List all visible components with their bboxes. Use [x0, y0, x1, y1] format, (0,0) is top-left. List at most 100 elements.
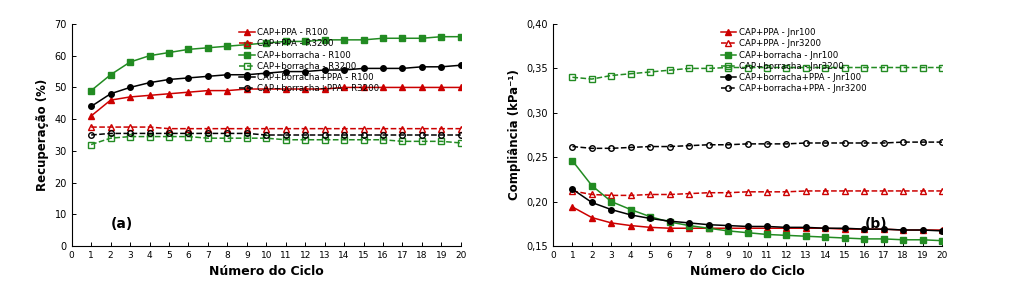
CAP+borracha+PPA - R3200 [435, 133, 447, 137]
CAP+borracha+PPA - Jnr3200 [702, 143, 715, 147]
CAP+borracha - R100 [455, 35, 467, 38]
CAP+PPA - Jnr100 [800, 226, 812, 230]
CAP+PPA - R3200 [357, 127, 370, 130]
CAP+borracha - R3200 [377, 138, 389, 142]
CAP+borracha - R100 [143, 54, 156, 58]
CAP+borracha - R100 [163, 51, 175, 54]
CAP+PPA - R100 [202, 89, 214, 92]
CAP+PPA - Jnr3200 [761, 190, 773, 194]
CAP+borracha+PPA - Jnr3200 [916, 140, 929, 144]
CAP+borracha+PPA - Jnr3200 [761, 142, 773, 146]
CAP+PPA - R3200 [143, 125, 156, 129]
CAP+borracha - Jnr3200 [936, 66, 948, 69]
CAP+borracha+PPA - Jnr3200 [897, 140, 909, 144]
CAP+borracha - R100 [377, 37, 389, 40]
CAP+borracha - Jnr3200 [839, 66, 851, 69]
CAP+borracha - R3200 [338, 138, 350, 142]
Line: CAP+borracha - R100: CAP+borracha - R100 [88, 34, 464, 93]
CAP+PPA - Jnr100 [780, 226, 793, 230]
CAP+borracha - R3200 [202, 136, 214, 140]
CAP+borracha+PPA - R100 [377, 67, 389, 70]
CAP+borracha+PPA - Jnr3200 [625, 146, 637, 149]
Line: CAP+borracha+PPA - R3200: CAP+borracha+PPA - R3200 [88, 130, 464, 138]
CAP+borracha - Jnr3200 [605, 74, 617, 77]
CAP+borracha - R100 [104, 73, 117, 76]
CAP+borracha+PPA - Jnr100 [839, 226, 851, 230]
CAP+borracha - Jnr3200 [819, 66, 831, 69]
Legend: CAP+PPA - Jnr100, CAP+PPA - Jnr3200, CAP+borracha - Jnr100, CAP+borracha - Jnr32: CAP+PPA - Jnr100, CAP+PPA - Jnr3200, CAP… [721, 28, 866, 93]
CAP+borracha+PPA - Jnr100 [761, 225, 773, 228]
CAP+borracha+PPA - R100 [260, 71, 272, 75]
CAP+borracha - R100 [357, 38, 370, 42]
CAP+PPA - Jnr3200 [878, 189, 890, 193]
CAP+borracha+PPA - R3200 [85, 133, 97, 137]
CAP+PPA - R3200 [396, 127, 409, 130]
CAP+PPA - R100 [435, 85, 447, 89]
Line: CAP+borracha+PPA - R100: CAP+borracha+PPA - R100 [88, 62, 464, 109]
Line: CAP+borracha - Jnr100: CAP+borracha - Jnr100 [569, 158, 945, 243]
CAP+borracha+PPA - R3200 [396, 133, 409, 137]
CAP+borracha - R100 [416, 37, 428, 40]
CAP+borracha - R3200 [280, 138, 292, 142]
CAP+borracha+PPA - Jnr3200 [741, 142, 754, 146]
CAP+borracha+PPA - Jnr100 [566, 188, 579, 191]
CAP+borracha - Jnr100 [936, 239, 948, 242]
CAP+PPA - Jnr100 [878, 227, 890, 231]
CAP+PPA - Jnr3200 [586, 193, 598, 196]
CAP+borracha+PPA - R3200 [241, 132, 253, 135]
CAP+borracha - Jnr100 [566, 159, 579, 163]
CAP+borracha+PPA - R100 [455, 63, 467, 67]
CAP+PPA - Jnr100 [566, 205, 579, 209]
CAP+borracha - Jnr100 [644, 215, 656, 218]
CAP+borracha - R3200 [260, 136, 272, 140]
CAP+borracha+PPA - R100 [318, 68, 331, 72]
CAP+borracha - R100 [280, 40, 292, 43]
CAP+borracha - Jnr100 [839, 236, 851, 240]
CAP+PPA - R100 [416, 85, 428, 89]
CAP+borracha+PPA - Jnr3200 [605, 146, 617, 150]
CAP+borracha+PPA - R3200 [260, 133, 272, 137]
CAP+borracha - Jnr100 [916, 238, 929, 242]
CAP+PPA - Jnr3200 [897, 189, 909, 193]
CAP+PPA - R100 [85, 114, 97, 118]
CAP+PPA - Jnr100 [722, 226, 734, 230]
CAP+PPA - R100 [260, 87, 272, 91]
CAP+PPA - R3200 [163, 127, 175, 130]
CAP+borracha+PPA - Jnr100 [800, 226, 812, 229]
CAP+borracha - Jnr3200 [722, 66, 734, 69]
CAP+PPA - Jnr100 [605, 221, 617, 225]
CAP+borracha - R100 [202, 46, 214, 50]
CAP+borracha+PPA - R100 [143, 81, 156, 85]
CAP+borracha+PPA - R3200 [280, 133, 292, 137]
CAP+borracha+PPA - Jnr100 [586, 201, 598, 204]
CAP+borracha - Jnr3200 [702, 67, 715, 70]
CAP+PPA - R100 [280, 87, 292, 91]
CAP+borracha+PPA - R3200 [124, 132, 136, 135]
CAP+PPA - R3200 [241, 127, 253, 130]
CAP+borracha - R3200 [241, 136, 253, 140]
CAP+PPA - R100 [377, 85, 389, 89]
CAP+PPA - R3200 [299, 127, 311, 130]
CAP+borracha+PPA - Jnr100 [702, 223, 715, 226]
CAP+borracha+PPA - Jnr3200 [839, 141, 851, 145]
CAP+borracha - R100 [299, 40, 311, 43]
Line: CAP+PPA - Jnr3200: CAP+PPA - Jnr3200 [569, 188, 945, 198]
CAP+PPA - Jnr3200 [916, 189, 929, 193]
CAP+borracha+PPA - R3200 [377, 133, 389, 137]
CAP+borracha - R3200 [143, 135, 156, 138]
CAP+PPA - R3200 [338, 127, 350, 130]
Line: CAP+borracha - R3200: CAP+borracha - R3200 [88, 134, 464, 147]
CAP+PPA - Jnr3200 [800, 189, 812, 193]
CAP+PPA - Jnr3200 [644, 193, 656, 196]
CAP+PPA - R3200 [221, 127, 233, 130]
CAP+PPA - R100 [455, 85, 467, 89]
CAP+borracha+PPA - Jnr3200 [819, 141, 831, 145]
CAP+PPA - R3200 [202, 127, 214, 130]
CAP+borracha - Jnr100 [741, 231, 754, 235]
CAP+borracha - Jnr3200 [741, 66, 754, 69]
CAP+PPA - R3200 [280, 127, 292, 130]
CAP+borracha - Jnr3200 [644, 70, 656, 74]
CAP+borracha - R100 [182, 48, 195, 51]
CAP+borracha+PPA - R3200 [163, 132, 175, 135]
CAP+PPA - Jnr100 [625, 224, 637, 227]
